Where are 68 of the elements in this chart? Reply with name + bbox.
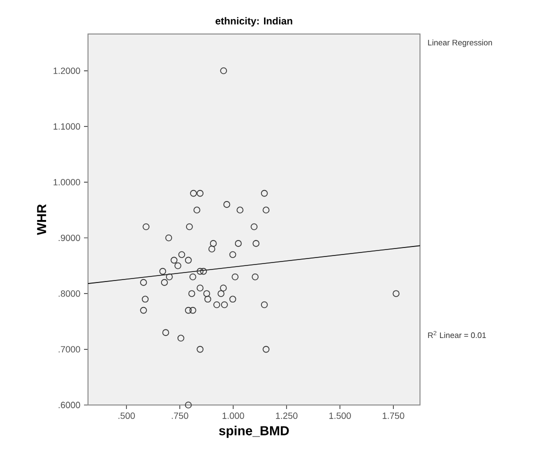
point [229,251,236,258]
point [165,234,172,242]
x-tick-label: .750 [172,412,188,419]
point [184,256,192,264]
point [252,240,260,247]
point [170,256,178,264]
point [213,301,220,308]
point [196,268,204,275]
point [260,301,268,308]
y-tick-label: .8000 [58,290,80,297]
y-tick-label: 1.1000 [54,123,80,130]
point [236,206,244,214]
point [229,296,236,303]
point [392,290,400,297]
point [189,306,196,314]
point [220,67,227,74]
point [140,279,147,286]
text: R$^{2}$ Linear = 0.01 [428,330,486,338]
point [189,273,196,280]
point [184,402,192,408]
point [184,306,192,314]
point [204,296,212,303]
x-tick-label: 1.750 [382,412,404,419]
y-tick-label: 1.0000 [54,178,80,186]
point [262,346,270,353]
point [178,251,186,258]
point [142,296,149,303]
y-tick-label: .9000 [58,234,80,242]
point [193,206,200,214]
x-tick-label: 1.250 [276,412,298,419]
text: Linear Regression [428,40,492,47]
point [174,262,182,270]
point [140,306,147,314]
point [232,273,239,280]
point [210,240,217,247]
x-tick-label: 1.500 [329,412,351,419]
x-tick-label: .500 [118,412,135,419]
y-axis-title: WHR [37,204,46,236]
point [220,284,227,292]
point [252,273,259,280]
point [159,268,166,275]
point [196,346,204,353]
point [177,334,184,342]
point [262,206,270,214]
x-tick-label: 1.000 [222,412,244,419]
point [208,246,216,252]
point [234,240,242,247]
y-tick-label: 1.2000 [54,68,80,74]
point [188,290,196,297]
point [250,223,258,230]
point [221,301,228,308]
point [200,268,207,275]
point [196,284,204,292]
x-axis-title: spine_BMD [219,426,289,438]
point [190,190,197,197]
y-tick-label: .7000 [58,346,80,352]
point [186,223,193,230]
point [162,329,170,336]
point [161,279,168,286]
point [260,190,268,197]
y-tick-label: .6000 [58,402,80,408]
chart-title: ethnicity: Indian [216,17,292,26]
point [142,223,150,230]
point [196,190,204,197]
point [218,290,224,297]
point [223,201,230,208]
point [166,273,173,280]
point [203,290,210,297]
